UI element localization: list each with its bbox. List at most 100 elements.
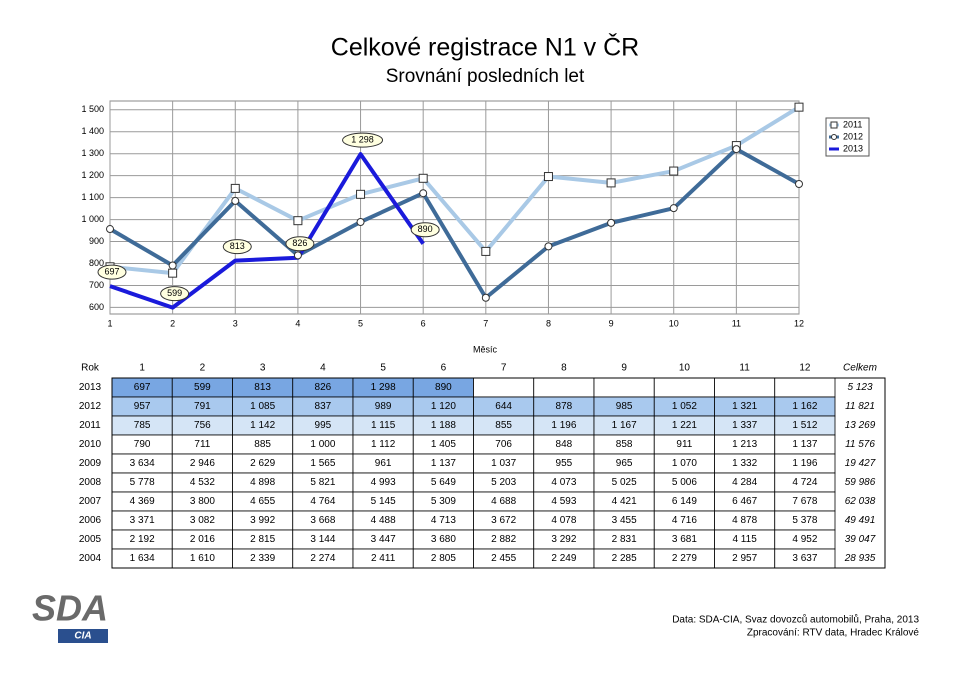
table-header: 12: [799, 363, 811, 374]
table-cell-text: 2010: [79, 439, 102, 450]
x-tick-label: 12: [794, 318, 804, 328]
point-marker: [419, 189, 428, 198]
chart-title: Celkové registrace N1 v ČR: [331, 33, 639, 62]
table-cell-text: 1 162: [792, 401, 817, 412]
table-cell-text: 4 898: [250, 477, 275, 488]
table-header: 1: [139, 363, 145, 374]
table-cell-text: 59 986: [845, 477, 876, 488]
table-cell-text: 28 935: [844, 553, 876, 564]
table-cell-text: 4 532: [190, 477, 215, 488]
chart-subtitle: Srovnání posledních let: [386, 66, 585, 87]
table-cell-text: 3 455: [612, 515, 637, 526]
table-cell-text: 3 144: [310, 534, 335, 545]
table-cell-text: 11 576: [845, 439, 875, 450]
table-cell-text: 3 082: [190, 515, 215, 526]
x-axis-label: Měsíc: [473, 344, 498, 354]
point-marker: [607, 218, 616, 227]
table-cell-text: 790: [134, 439, 151, 450]
x-tick-label: 1: [107, 318, 112, 328]
table-cell-text: 5 145: [371, 496, 396, 507]
series-line: [108, 147, 800, 300]
table-cell-text: 2012: [79, 401, 102, 412]
y-tick-label: 1 500: [81, 104, 104, 114]
table-cell-text: 785: [134, 420, 151, 431]
point-marker: [293, 251, 302, 260]
y-tick-label: 800: [89, 258, 104, 268]
data-label: 826: [292, 238, 307, 248]
table-cell-text: 4 713: [431, 515, 456, 526]
table-cell-text: 2 274: [310, 553, 335, 564]
table-cell-text: 4 724: [792, 477, 817, 488]
table-cell-text: 5 203: [491, 477, 516, 488]
x-tick-label: 7: [483, 318, 488, 328]
table-cell-text: 3 447: [371, 534, 396, 545]
point-marker: [106, 225, 114, 234]
table-cell-text: 756: [194, 420, 211, 431]
table-cell-text: 955: [556, 458, 573, 469]
table-cell: [473, 377, 535, 398]
footer-source: Data: SDA-CIA, Svaz dovozců automobilů, …: [672, 614, 919, 626]
table-cell-text: 995: [315, 420, 332, 431]
point-marker: [230, 183, 240, 193]
table-cell-text: 4 078: [551, 515, 576, 526]
table-cell-text: 4 716: [672, 515, 697, 526]
table-cell-text: 2 279: [672, 553, 697, 564]
table-cell-text: 5 778: [130, 477, 155, 488]
point-marker: [168, 268, 178, 278]
x-tick-label: 11: [732, 318, 741, 328]
table-cell-text: 5 821: [310, 477, 335, 488]
point-marker: [293, 216, 303, 226]
y-tick-label: 1 200: [81, 170, 104, 180]
point-marker: [794, 102, 804, 112]
table-cell-text: 1 137: [792, 439, 817, 450]
table-cell-text: 4 115: [732, 534, 757, 545]
table-cell-text: 4 421: [612, 496, 637, 507]
data-label: 1 298: [351, 135, 374, 145]
table-cell-text: 1 037: [491, 458, 516, 469]
table-cell-text: 4 952: [792, 534, 817, 545]
table-cell-text: 3 681: [672, 534, 697, 545]
table-cell-text: 2 249: [551, 553, 576, 564]
logo-text: SDA: [32, 588, 108, 629]
table-header: Rok: [81, 363, 100, 374]
table-cell: [774, 377, 836, 398]
table-cell-text: 985: [616, 401, 633, 412]
table-cell-text: 1 298: [371, 382, 396, 393]
table-cell-text: 3 992: [250, 515, 275, 526]
table-header: 5: [380, 363, 386, 374]
table-cell-text: 4 688: [491, 496, 516, 507]
table-cell-text: 1 196: [551, 420, 576, 431]
table-cell-text: 2 016: [190, 534, 215, 545]
table-cell-text: 4 284: [732, 477, 757, 488]
table-cell-text: 13 269: [845, 420, 876, 431]
table-cell-text: 1 112: [371, 439, 396, 450]
table-cell-text: 1 565: [310, 458, 335, 469]
table-header: 8: [561, 363, 567, 374]
table-header: 4: [320, 363, 326, 374]
table-cell-text: 1 196: [792, 458, 817, 469]
table-cell-text: 2005: [79, 534, 102, 545]
x-tick-label: 5: [358, 318, 363, 328]
table-cell-text: 1 405: [431, 439, 456, 450]
table-cell-text: 957: [134, 401, 151, 412]
table-cell-text: 5 025: [612, 477, 637, 488]
table-cell-text: 989: [375, 401, 392, 412]
table-cell-text: 1 337: [732, 420, 757, 431]
x-tick-label: 8: [546, 318, 551, 328]
data-label-bubble: [410, 222, 440, 238]
table-cell-text: 7 678: [792, 496, 817, 507]
table-cell-text: 2011: [79, 420, 101, 431]
table-cell-text: 1 137: [431, 458, 456, 469]
data-label: 599: [167, 288, 182, 298]
table-cell-text: 4 993: [371, 477, 396, 488]
table-cell-text: 791: [194, 401, 211, 412]
table-cell-text: 2 815: [250, 534, 275, 545]
legend-label: 2012: [843, 131, 863, 141]
table-cell-text: 911: [676, 439, 692, 450]
x-tick-label: 6: [421, 318, 426, 328]
data-label: 697: [104, 266, 119, 276]
series-line: [109, 105, 801, 276]
table-cell-text: 837: [315, 401, 332, 412]
table-cell-text: 4 369: [130, 496, 155, 507]
table-cell-text: 1 167: [612, 420, 637, 431]
